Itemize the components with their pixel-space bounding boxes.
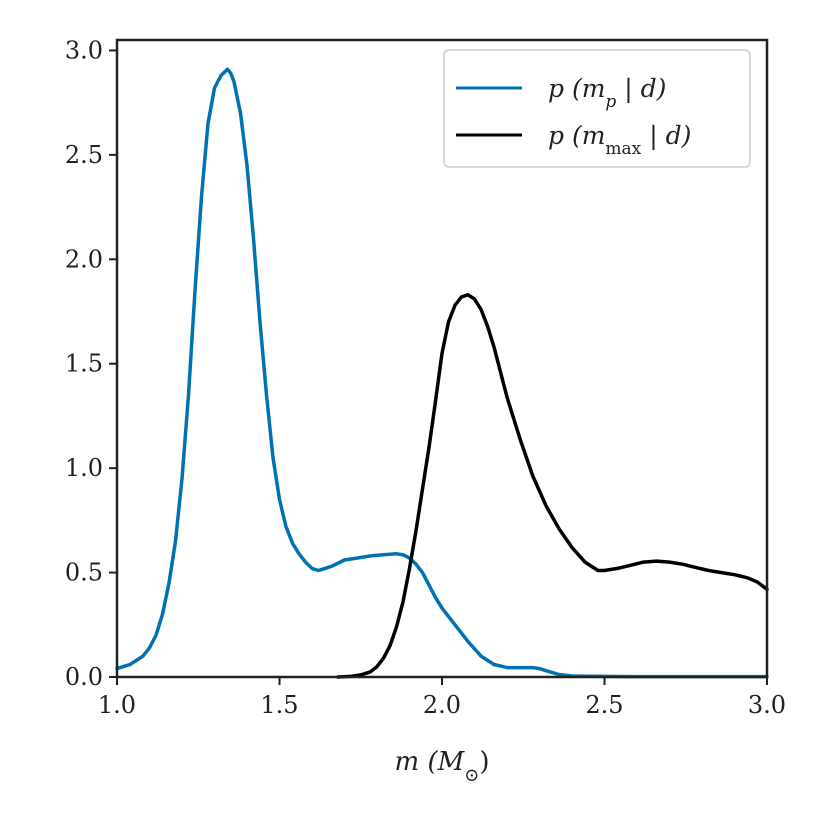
- y-tick-label: 0.0: [65, 663, 103, 691]
- y-tick-label: 1.5: [65, 350, 103, 378]
- y-tick-label: 1.0: [65, 454, 103, 482]
- series-lines: [115, 67, 769, 679]
- x-tick-label: 1.0: [98, 691, 136, 719]
- plot-frame: [115, 38, 769, 679]
- legend: p (mp | d) p (mmax | d): [443, 49, 751, 168]
- y-tick-label: 0.5: [65, 559, 103, 587]
- series-line-mmax: [336, 293, 769, 679]
- x-tick-label: 2.0: [423, 691, 461, 719]
- series-line-mp: [115, 67, 769, 679]
- x-tick-label: 1.5: [260, 691, 298, 719]
- legend-label-mp: p (mp | d): [548, 74, 666, 112]
- legend-label-mmax: p (mmax | d): [548, 121, 691, 159]
- legend-box: [443, 49, 751, 168]
- y-tick-label: 2.5: [65, 141, 103, 169]
- x-axis-label: m (M⊙): [395, 747, 490, 786]
- x-tick-label: 3.0: [748, 691, 786, 719]
- axis-ticks: 1.0 1.5 2.0 2.5 3.0 0.0 0.5 1.0 1.5 2.0 2.5 3.0: [65, 36, 786, 719]
- y-tick-label: 3.0: [65, 36, 103, 64]
- x-tick-label: 2.5: [585, 691, 623, 719]
- y-tick-label: 2.0: [65, 245, 103, 273]
